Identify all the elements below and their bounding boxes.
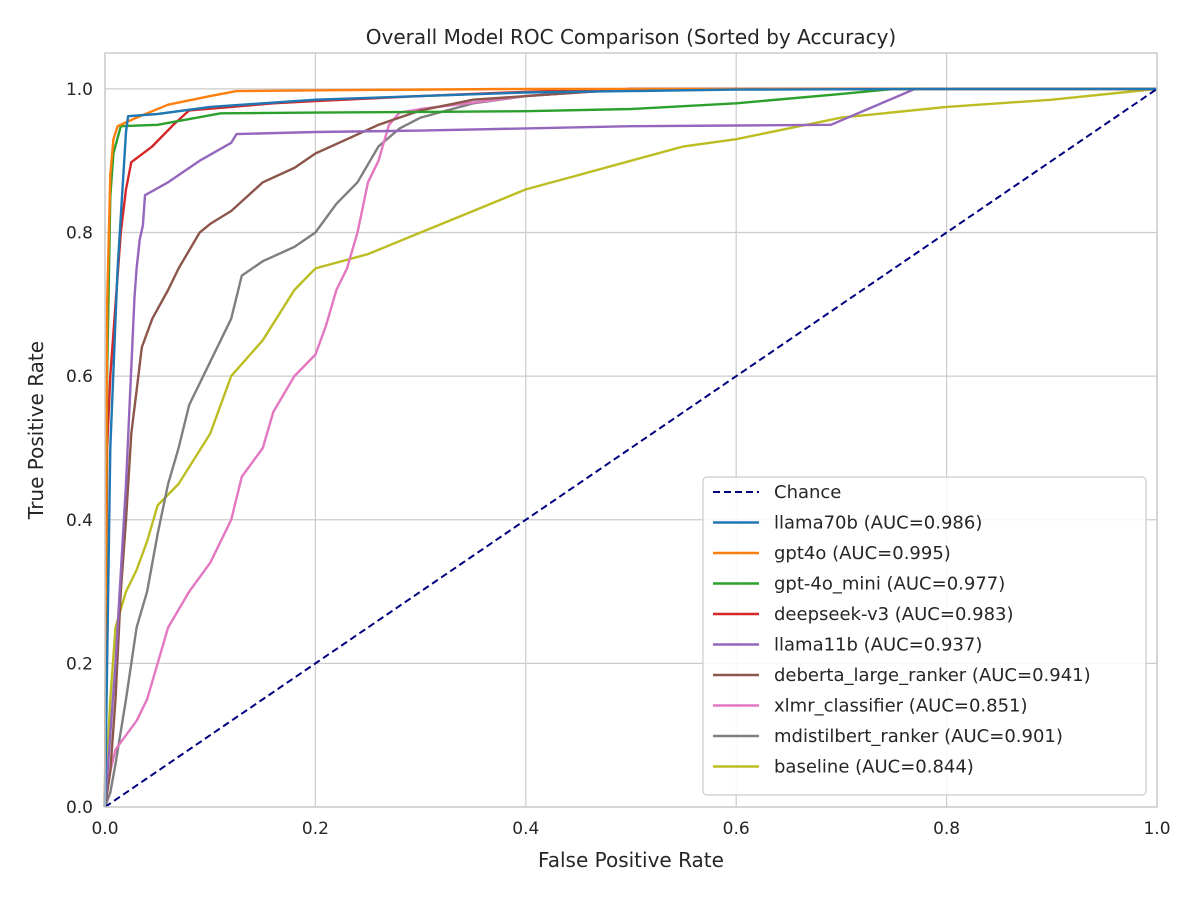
y-tick-label: 0.6 — [66, 367, 93, 387]
tick-labels: 0.0 0.2 0.4 0.6 0.8 1.0 0.0 0.2 0.4 0.6 0.8 1.0 — [66, 80, 1171, 839]
series-line-9 — [103, 87, 1158, 808]
x-tick-label: 0.6 — [723, 819, 750, 839]
x-tick-label: 0.8 — [933, 819, 960, 839]
series-line-1 — [103, 87, 1157, 808]
legend-label: deepseek-v3 (AUC=0.983) — [774, 604, 1014, 625]
x-tick-label: 0.2 — [302, 819, 329, 839]
y-tick-label: 1.0 — [66, 80, 93, 100]
x-tick-label: 0.4 — [512, 819, 539, 839]
y-tick-label: 0.4 — [66, 511, 93, 531]
legend-label: baseline (AUC=0.844) — [774, 757, 974, 778]
legend: Chance llama70b (AUC=0.986) gpt4o (AUC=0.9… — [702, 476, 1147, 796]
series-line-2 — [103, 87, 1157, 808]
plot-frame — [104, 52, 1158, 808]
y-tick-label: 0.8 — [66, 224, 93, 244]
legend-label: gpt4o (AUC=0.995) — [774, 543, 951, 564]
series-line-0 — [104, 88, 1158, 808]
legend-label: llama70b (AUC=0.986) — [774, 513, 982, 534]
series-line-8 — [103, 87, 1157, 808]
chart-title: Overall Model ROC Comparison (Sorted by … — [366, 25, 896, 49]
legend-label: xlmr_classifier (AUC=0.851) — [774, 696, 1028, 717]
legend-label: Chance — [774, 482, 841, 503]
x-tick-label: 1.0 — [1143, 819, 1170, 839]
grid-lines — [104, 53, 1158, 808]
series-line-3 — [103, 87, 1157, 808]
series-layer — [103, 87, 1158, 808]
y-axis-label: True Positive Rate — [24, 341, 48, 520]
y-tick-label: 0.0 — [66, 798, 93, 818]
legend-label: deberta_large_ranker (AUC=0.941) — [774, 665, 1091, 686]
series-line-5 — [103, 87, 1157, 808]
legend-box — [702, 476, 1147, 796]
legend-label: llama11b (AUC=0.937) — [774, 635, 982, 656]
x-tick-label: 0.0 — [91, 819, 118, 839]
series-line-6 — [103, 87, 1157, 808]
legend-label: mdistilbert_ranker (AUC=0.901) — [774, 726, 1063, 747]
x-axis-label: False Positive Rate — [538, 848, 724, 872]
legend-label: gpt-4o_mini (AUC=0.977) — [774, 574, 1005, 595]
y-tick-label: 0.2 — [66, 654, 93, 674]
